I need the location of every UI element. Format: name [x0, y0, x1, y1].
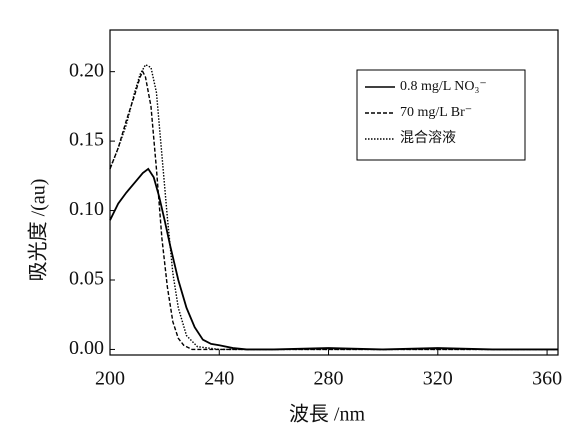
x-tick-label: 320 [423, 368, 453, 390]
legend-label: 70 mg/L Br⁻ [400, 105, 472, 120]
y-tick-label: 0.05 [69, 268, 104, 290]
y-tick-label: 0.15 [69, 129, 104, 151]
series-line [109, 167, 558, 351]
plot-frame [109, 29, 559, 356]
x-tick-label: 240 [204, 368, 234, 390]
legend-label: 混合溶液 [400, 130, 456, 146]
y-tick-label: 0.10 [69, 198, 104, 220]
y-tick-label: 0.20 [69, 59, 104, 81]
x-tick-label: 200 [95, 368, 125, 390]
x-tick-label: 280 [314, 368, 344, 390]
series-line [109, 70, 558, 351]
legend-label: 0.8 mg/L NO₃⁻ [400, 79, 487, 94]
y-axis-label: 吸光度 /(au) [27, 179, 50, 282]
y-tick-label: 0.00 [69, 337, 104, 359]
legend-box [356, 69, 526, 161]
x-axis-label: 波長 /nm [289, 403, 366, 426]
x-tick-label: 360 [532, 368, 562, 390]
